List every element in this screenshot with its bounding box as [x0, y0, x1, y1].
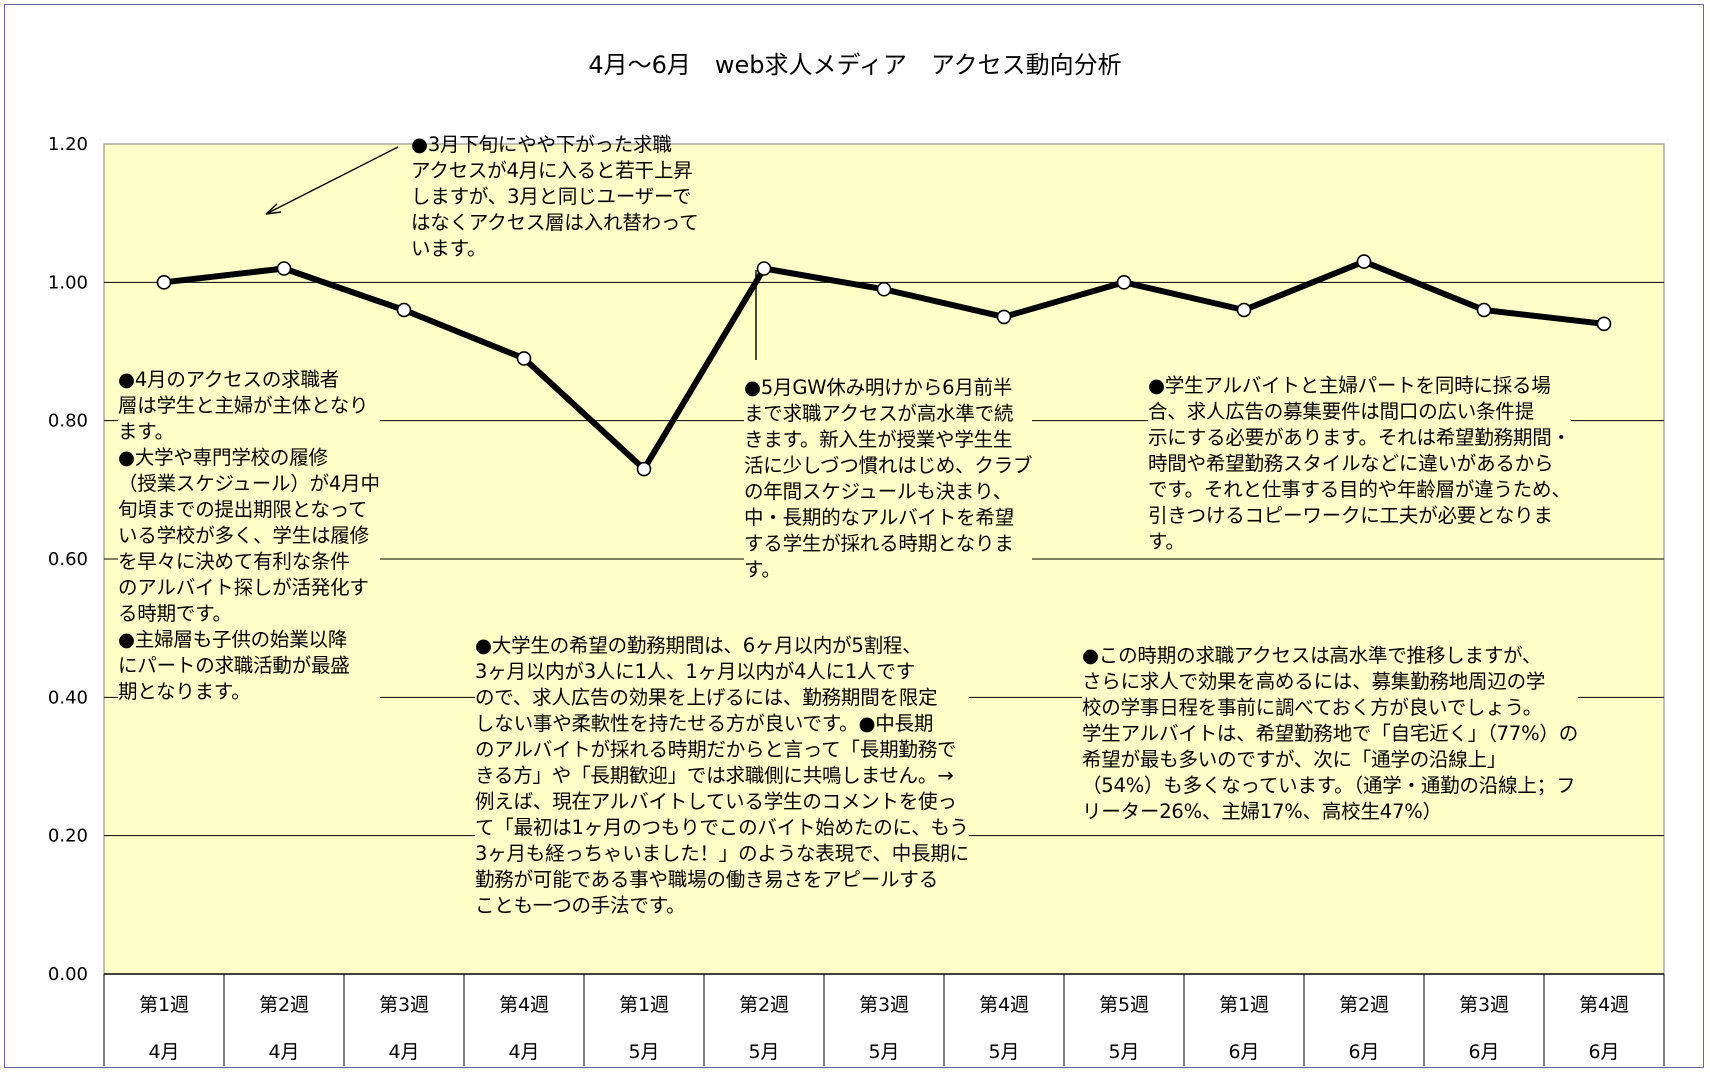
x-tick-label-month: 6月 [1588, 1041, 1619, 1063]
y-tick-label: 1.20 [48, 134, 88, 155]
chart-title: 4月～6月 web求人メディア アクセス動向分析 [588, 51, 1121, 79]
annotation-middle: ●大学生の希望の勤務期間は、6ヶ月以内が5割程、 3ヶ月以内が3人に1人、1ヶ月… [475, 633, 969, 919]
y-tick-label: 1.00 [48, 272, 88, 293]
annotation-may: ●5月GW休み明けから6月前半 まで求職アクセスが高水準で続 きます。新入生が授… [744, 375, 1033, 583]
x-tick-label-week: 第3週 [859, 994, 909, 1016]
x-tick-label-week: 第4週 [1579, 994, 1629, 1016]
x-tick-label-week: 第3週 [1459, 994, 1509, 1016]
data-point [876, 281, 892, 297]
y-tick-label: 0.40 [48, 687, 88, 708]
data-point [396, 302, 412, 318]
x-tick-label-week: 第2週 [739, 994, 789, 1016]
annotation-march: ●3月下旬にやや下がった求職 アクセスが4月に入ると若干上昇 しますが、3月と同… [411, 133, 699, 260]
x-tick-label-week: 第4週 [499, 994, 549, 1016]
annotation-april: ●4月のアクセスの求職者 層は学生と主婦が主体となり ます。 ●大学や専門学校の… [118, 367, 380, 705]
x-tick-label-month: 5月 [988, 1041, 1019, 1063]
data-point [1236, 302, 1252, 318]
y-tick-label: 0.20 [48, 826, 88, 847]
x-tick-label-month: 4月 [268, 1041, 299, 1063]
annotation-arrowhead [265, 203, 282, 215]
data-point [1116, 275, 1132, 290]
y-tick-label: 0.80 [48, 411, 88, 432]
data-point [516, 351, 532, 366]
x-tick-label-week: 第2週 [259, 994, 309, 1016]
data-point [636, 461, 652, 477]
y-tick-label: 0.00 [48, 964, 88, 985]
x-tick-label-month: 5月 [1108, 1041, 1139, 1063]
x-tick-label-month: 4月 [148, 1041, 179, 1063]
x-tick-label-month: 6月 [1228, 1041, 1259, 1063]
data-point [1596, 316, 1612, 332]
data-point [276, 261, 292, 276]
x-tick-label-month: 5月 [628, 1041, 659, 1063]
data-point [1476, 302, 1492, 318]
annotation-june-top: ●学生アルバイトと主婦パートを同時に採る場 合、求人広告の募集要件は間口の広い条… [1148, 373, 1571, 555]
x-tick-label-week: 第5週 [1099, 994, 1149, 1016]
data-point [756, 261, 772, 276]
x-tick-label-week: 第1週 [619, 994, 669, 1016]
x-tick-label-month: 5月 [868, 1041, 899, 1063]
x-tick-label-month: 5月 [748, 1041, 779, 1063]
x-tick-label-month: 6月 [1468, 1041, 1499, 1063]
chart-frame [4, 4, 1704, 1068]
data-point [156, 275, 172, 290]
x-tick-label-week: 第4週 [979, 994, 1029, 1016]
annotation-arrow [265, 146, 399, 215]
data-point [996, 309, 1012, 325]
x-tick-label-month: 4月 [388, 1041, 419, 1063]
annotation-june-bottom: ●この時期の求職アクセスは高水準で推移しますが、 さらに求人で効果を高めるには、… [1082, 643, 1578, 825]
x-tick-label-week: 第1週 [1219, 994, 1269, 1016]
data-point [1356, 254, 1372, 269]
x-tick-label-week: 第3週 [379, 994, 429, 1016]
y-tick-label: 0.60 [48, 549, 88, 570]
x-tick-label-month: 4月 [508, 1041, 539, 1063]
x-tick-label-week: 第1週 [139, 994, 189, 1016]
x-tick-label-month: 6月 [1348, 1041, 1379, 1063]
x-tick-label-week: 第2週 [1339, 994, 1389, 1016]
